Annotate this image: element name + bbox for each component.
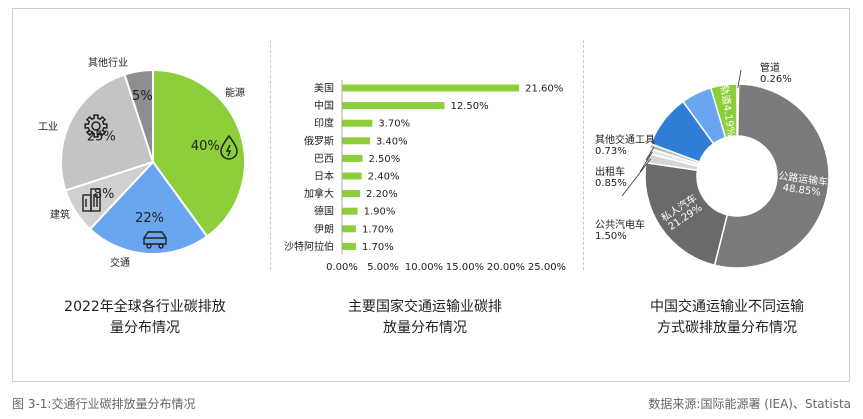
pie-slice-4: [123, 68, 154, 163]
donut-outer-label-4: 出租车: [595, 165, 625, 178]
bar: [342, 119, 373, 127]
pie-category-label-3: 工业: [38, 121, 58, 133]
bar-category-label: 印度: [314, 117, 334, 130]
pie-category-label-2: 建筑: [50, 208, 70, 221]
pie-value-label-2: 8%: [94, 187, 115, 202]
bar-value-label: 2.50%: [369, 154, 401, 165]
bar-value-label: 1.90%: [364, 207, 396, 218]
pie-value-label-4: 5%: [132, 89, 153, 104]
bar-category-label: 加拿大: [304, 187, 334, 200]
bar-x-tick-label: 10.00%: [405, 262, 443, 273]
bar-x-tick-label: 15.00%: [446, 262, 484, 273]
bar-category-label: 德国: [314, 205, 334, 218]
flame-drop-icon: [220, 134, 238, 160]
donut-leader-line-3: [621, 158, 652, 197]
donut-leader-line-4: [639, 151, 653, 173]
bar-x-tick-label: 0.00%: [326, 262, 358, 273]
donut-outer-label-0: 0.26%: [760, 74, 792, 85]
panel-divider-1: [270, 40, 271, 270]
pie-category-label-0: 能源: [225, 86, 245, 99]
bar: [342, 154, 363, 162]
bar: [342, 84, 520, 92]
bar-category-label: 巴西: [314, 153, 334, 165]
bar-category-label: 日本: [314, 170, 334, 183]
donut-leader-line-5: [645, 147, 655, 161]
bar-value-label: 1.70%: [362, 242, 394, 253]
car-icon: [143, 231, 167, 249]
donut-leader-line-0: [737, 69, 742, 89]
pie-category-label-4: 其他行业: [88, 56, 128, 69]
donut-title-line-1: 中国交通运输业不同运输: [650, 299, 804, 315]
building-icon: [82, 188, 101, 212]
bar-category-label: 沙特阿拉伯: [284, 240, 334, 253]
pie-chart-title: 2022年全球各行业碳排放 量分布情况: [30, 297, 260, 339]
donut-slice-1: [713, 83, 830, 269]
bar-value-label: 3.70%: [378, 119, 410, 130]
donut-outer-label-5: 0.73%: [595, 146, 627, 157]
bar: [342, 225, 356, 233]
pie-value-label-1: 22%: [135, 211, 164, 226]
svg-text:48.85%: 48.85%: [782, 183, 821, 199]
figure-frame: [12, 8, 850, 382]
bar: [342, 190, 361, 198]
figure-caption: 图 3-1:交通行业碳排放量分布情况: [12, 397, 196, 411]
pie-slice-0: [152, 68, 246, 238]
pie-slice-3: [60, 73, 155, 192]
bar: [342, 207, 358, 215]
bar-value-label: 21.60%: [525, 84, 563, 95]
bar: [342, 242, 356, 250]
donut-title-line-2: 方式碳排放量分布情况: [657, 320, 797, 336]
bar-x-tick-label: 20.00%: [487, 262, 525, 273]
donut-outer-label-4: 0.85%: [595, 178, 627, 189]
bar-value-label: 12.50%: [451, 101, 489, 112]
panel-divider-2: [583, 40, 584, 270]
bar: [342, 102, 445, 110]
bar: [342, 137, 370, 145]
gear-icon: [84, 114, 108, 138]
bar-value-label: 2.40%: [368, 172, 400, 183]
donut-outer-label-3: 公共汽电车: [595, 218, 645, 231]
pie-category-label-1: 交通: [110, 256, 130, 269]
bar-chart-title: 主要国家交通运输业碳排 放量分布情况: [300, 297, 550, 339]
bar-value-label: 3.40%: [376, 136, 408, 147]
donut-chart-title: 中国交通运输业不同运输 方式碳排放量分布情况: [612, 297, 842, 339]
bar-category-label: 中国: [314, 99, 334, 112]
bar-title-line-2: 放量分布情况: [383, 320, 467, 336]
bar-category-label: 伊朗: [314, 223, 334, 235]
pie-value-label-0: 40%: [191, 139, 220, 154]
bar-value-label: 2.20%: [366, 189, 398, 200]
donut-outer-label-3: 1.50%: [595, 231, 627, 242]
donut-outer-label-5: 其他交通工具: [595, 133, 655, 146]
bar-x-tick-label: 25.00%: [528, 262, 566, 273]
bar-value-label: 1.70%: [362, 224, 394, 235]
bar-title-line-1: 主要国家交通运输业碳排: [348, 299, 502, 315]
data-source: 数据来源:国际能源署 (IEA)、Statista: [648, 397, 851, 411]
pie-title-line-2: 量分布情况: [110, 320, 180, 336]
bar-x-tick-label: 5.00%: [367, 262, 399, 273]
donut-slice-2: [644, 161, 729, 267]
bar-category-label: 美国: [314, 82, 334, 95]
donut-slice-8: [709, 83, 738, 139]
pie-slice-1: [88, 160, 209, 255]
donut-outer-label-0: 管道: [760, 61, 780, 74]
bar: [342, 172, 362, 180]
bar-category-label: 俄罗斯: [304, 134, 334, 147]
pie-title-line-1: 2022年全球各行业碳排放: [64, 299, 226, 315]
